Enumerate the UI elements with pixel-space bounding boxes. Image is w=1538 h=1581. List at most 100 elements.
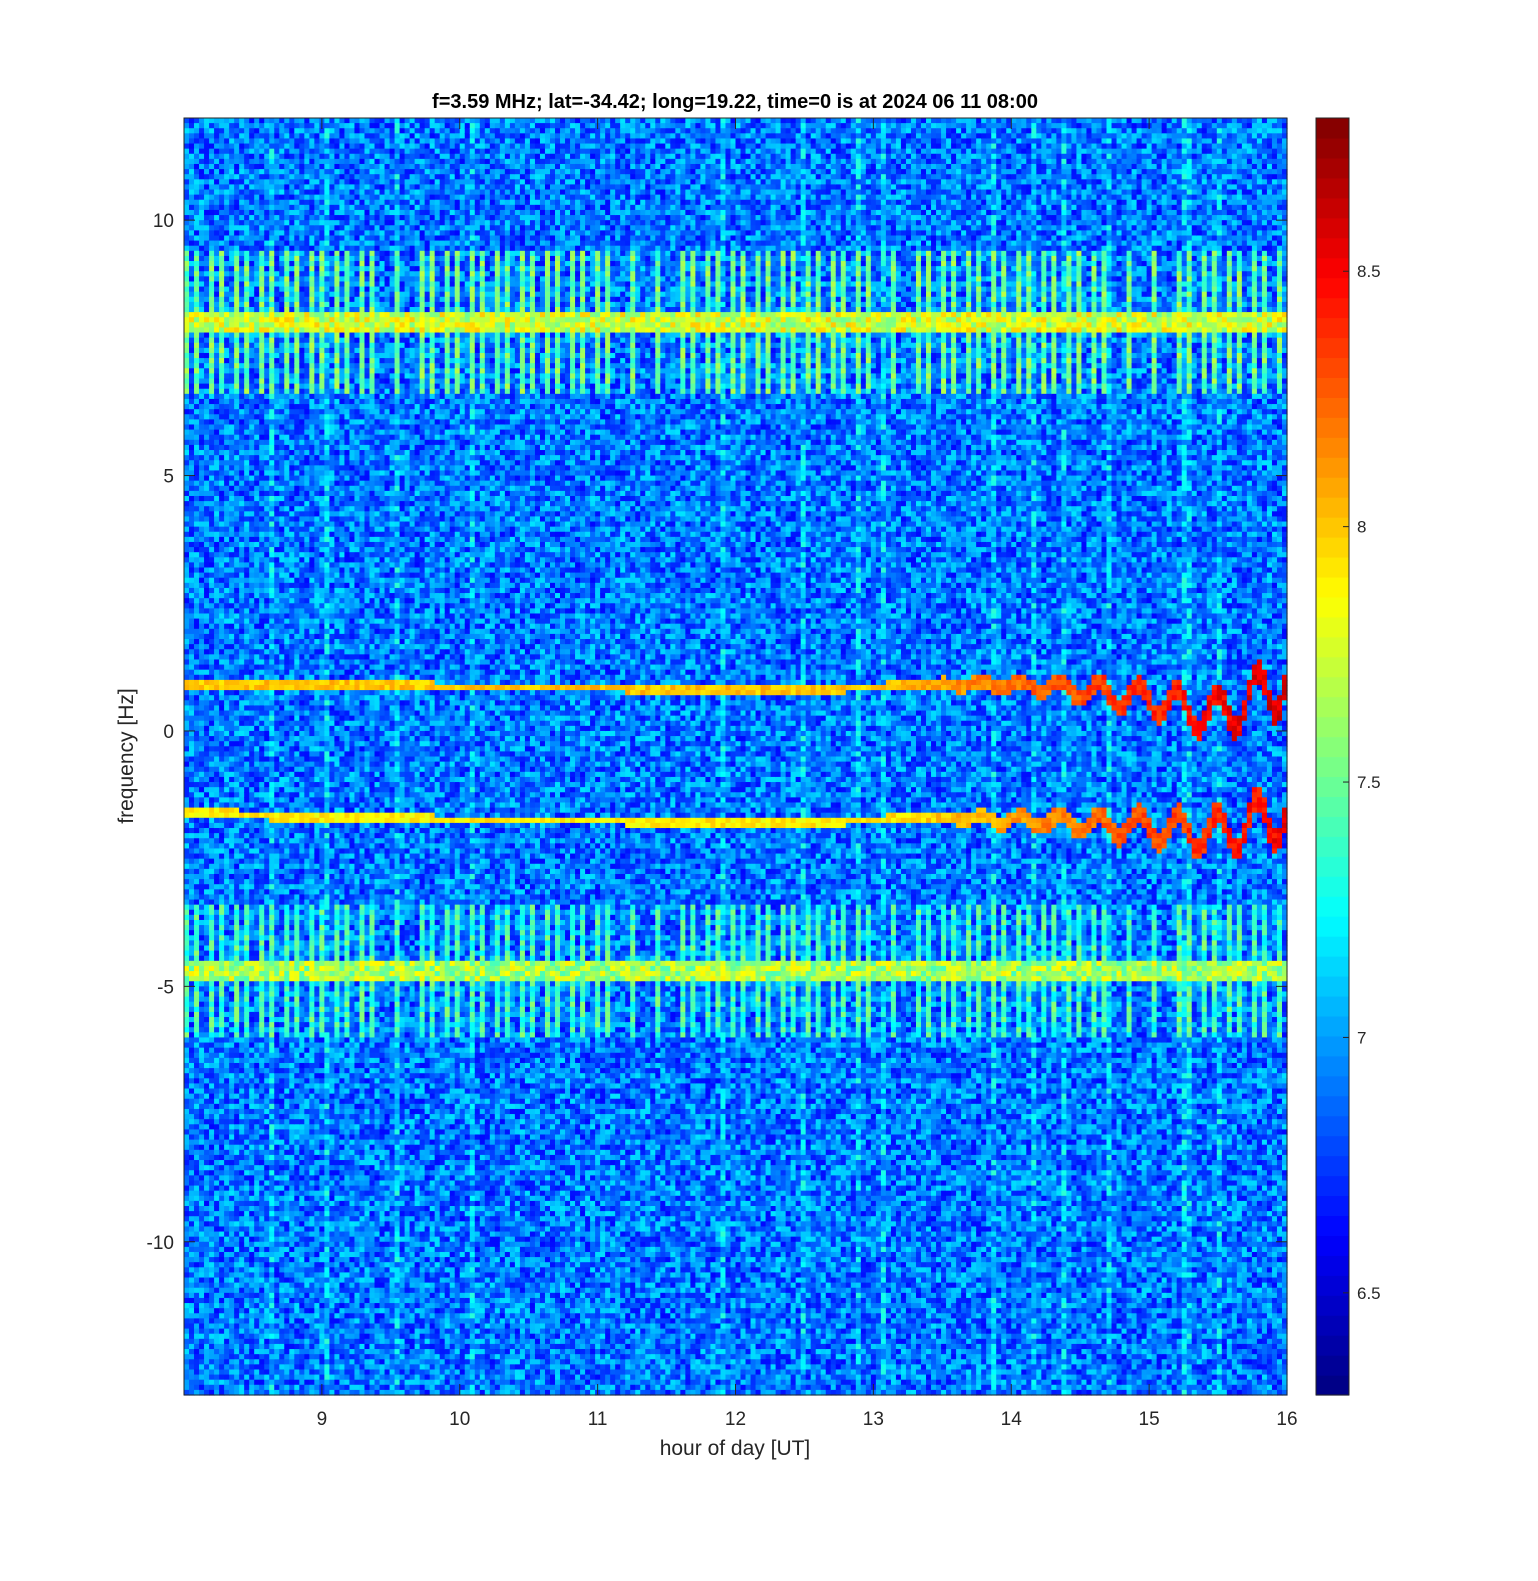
heatmap-cell bbox=[209, 976, 215, 982]
heatmap-cell bbox=[194, 1114, 200, 1120]
heatmap-cell bbox=[194, 1283, 200, 1289]
heatmap-cell bbox=[189, 986, 195, 992]
heatmap-cell bbox=[214, 573, 220, 579]
heatmap-cell bbox=[199, 700, 205, 706]
heatmap-cell bbox=[214, 583, 220, 589]
heatmap-cell bbox=[204, 1114, 210, 1120]
heatmap-cell bbox=[219, 195, 225, 201]
heatmap-cell bbox=[199, 767, 205, 773]
heatmap-cell bbox=[214, 256, 220, 262]
heatmap-cell bbox=[209, 1170, 215, 1176]
heatmap-cell bbox=[194, 649, 200, 655]
heatmap-cell bbox=[199, 823, 205, 829]
heatmap-cell bbox=[214, 532, 220, 538]
heatmap-cell bbox=[184, 281, 190, 287]
heatmap-cell bbox=[199, 695, 205, 701]
heatmap-cell bbox=[209, 1089, 215, 1095]
heatmap-cell bbox=[199, 1032, 205, 1038]
heatmap-cell bbox=[209, 711, 215, 717]
heatmap-cell bbox=[209, 235, 215, 241]
heatmap-cell bbox=[219, 394, 225, 400]
heatmap-cell bbox=[214, 736, 220, 742]
heatmap-cell bbox=[209, 205, 215, 211]
heatmap-cell bbox=[194, 946, 200, 952]
heatmap-cell bbox=[189, 741, 195, 747]
heatmap-cell bbox=[214, 1247, 220, 1253]
heatmap-cell bbox=[204, 935, 210, 941]
heatmap-cell bbox=[189, 854, 195, 860]
heatmap-cell bbox=[199, 338, 205, 344]
heatmap-cell bbox=[189, 751, 195, 757]
heatmap-cell bbox=[194, 619, 200, 625]
heatmap-cell bbox=[214, 215, 220, 221]
heatmap-cell bbox=[199, 1232, 205, 1238]
heatmap-cell bbox=[184, 241, 190, 247]
heatmap-cell bbox=[209, 716, 215, 722]
heatmap-cell bbox=[209, 946, 215, 952]
heatmap-cell bbox=[184, 532, 190, 538]
heatmap-cell bbox=[189, 624, 195, 630]
heatmap-cell bbox=[214, 195, 220, 201]
heatmap-cell bbox=[194, 894, 200, 900]
heatmap-cell bbox=[199, 680, 205, 686]
heatmap-cell bbox=[184, 373, 190, 379]
heatmap-cell bbox=[204, 424, 210, 430]
heatmap-cell bbox=[204, 1226, 210, 1232]
heatmap-cell bbox=[199, 333, 205, 339]
heatmap-cell bbox=[204, 573, 210, 579]
heatmap-cell bbox=[214, 1323, 220, 1329]
heatmap-cell bbox=[194, 741, 200, 747]
heatmap-cell bbox=[204, 271, 210, 277]
heatmap-cell bbox=[194, 225, 200, 231]
heatmap-cell bbox=[204, 838, 210, 844]
heatmap-cell bbox=[204, 568, 210, 574]
heatmap-cell bbox=[184, 670, 190, 676]
heatmap-cell bbox=[199, 833, 205, 839]
heatmap-cell bbox=[194, 501, 200, 507]
heatmap-cell bbox=[199, 353, 205, 359]
heatmap-cell bbox=[189, 859, 195, 865]
heatmap-cell bbox=[219, 276, 225, 282]
heatmap-cell bbox=[199, 562, 205, 568]
heatmap-cell bbox=[189, 593, 195, 599]
heatmap-cell bbox=[214, 787, 220, 793]
heatmap-cell bbox=[209, 1323, 215, 1329]
heatmap-cell bbox=[194, 746, 200, 752]
heatmap-cell bbox=[204, 864, 210, 870]
heatmap-cell bbox=[199, 716, 205, 722]
heatmap-cell bbox=[184, 1226, 190, 1232]
heatmap-cell bbox=[214, 379, 220, 385]
heatmap-cell bbox=[214, 675, 220, 681]
heatmap-cell bbox=[194, 1165, 200, 1171]
heatmap-cell bbox=[204, 195, 210, 201]
heatmap-cell bbox=[204, 731, 210, 737]
heatmap-cell bbox=[199, 894, 205, 900]
heatmap-cell bbox=[214, 1329, 220, 1335]
heatmap-cell bbox=[189, 1211, 195, 1217]
heatmap-cell bbox=[204, 1180, 210, 1186]
heatmap-cell bbox=[214, 1369, 220, 1375]
heatmap-cell bbox=[214, 1318, 220, 1324]
heatmap-cell bbox=[204, 430, 210, 436]
heatmap-cell bbox=[189, 1262, 195, 1268]
heatmap-cell bbox=[204, 149, 210, 155]
heatmap-cell bbox=[204, 711, 210, 717]
heatmap-cell bbox=[189, 1206, 195, 1212]
heatmap-cell bbox=[204, 133, 210, 139]
heatmap-cell bbox=[199, 874, 205, 880]
heatmap-cell bbox=[219, 220, 225, 226]
heatmap-cell bbox=[209, 343, 215, 349]
heatmap-cell bbox=[194, 782, 200, 788]
heatmap-cell bbox=[194, 1012, 200, 1018]
heatmap-cell bbox=[194, 940, 200, 946]
heatmap-cell bbox=[194, 1380, 200, 1386]
heatmap-cell bbox=[214, 1078, 220, 1084]
heatmap-cell bbox=[189, 1293, 195, 1299]
heatmap-cell bbox=[194, 613, 200, 619]
heatmap-cell bbox=[214, 802, 220, 808]
heatmap-cell bbox=[214, 210, 220, 216]
heatmap-cell bbox=[209, 327, 215, 333]
heatmap-cell bbox=[184, 384, 190, 390]
heatmap-cell bbox=[199, 225, 205, 231]
heatmap-cell bbox=[199, 557, 205, 563]
